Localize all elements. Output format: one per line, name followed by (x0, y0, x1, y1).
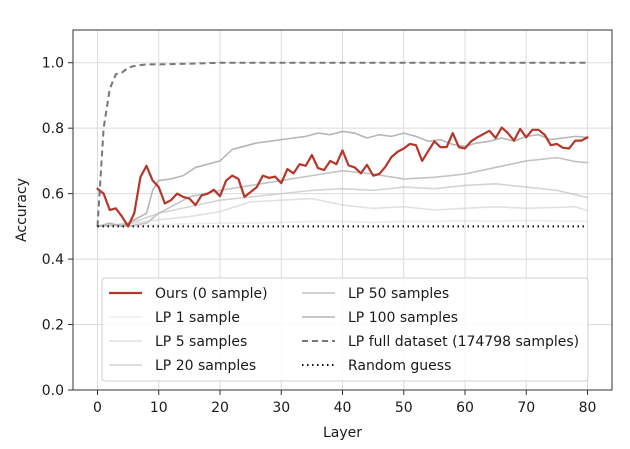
axis-ticks: 0 10 20 30 40 50 60 70 80 0.0 0.2 0.4 0.6 0.8 1.0 (42, 56, 597, 416)
series-line-lp-full-dataset-174798-samples (96, 61, 588, 227)
legend-box (101, 277, 589, 382)
x-axis-label: Layer (323, 425, 362, 441)
series-line-lp-5-samples (96, 197, 589, 228)
legend-label: LP 100 samples (348, 310, 458, 326)
y-tick-label: 0.8 (42, 121, 64, 137)
y-tick-label: 0.4 (42, 252, 64, 268)
legend-label: Random guess (348, 358, 451, 374)
x-tick-label: 70 (517, 400, 535, 416)
series-line-lp-20-samples (96, 183, 589, 228)
y-tick-label: 0.2 (42, 318, 64, 334)
series-line-lp-1-sample (96, 219, 589, 228)
series-line-lp-100-samples (96, 130, 589, 228)
x-tick-label: 20 (211, 400, 229, 416)
legend-label: LP 50 samples (348, 286, 449, 302)
x-tick-label: 0 (93, 400, 102, 416)
legend-label: LP 20 samples (155, 358, 256, 374)
y-tick-label: 1.0 (42, 56, 64, 72)
y-axis-label: Accuracy (14, 178, 30, 242)
x-tick-label: 40 (334, 400, 352, 416)
series-line-ours-0-sample (96, 126, 589, 228)
legend-label: Ours (0 sample) (155, 286, 268, 302)
x-tick-label: 50 (395, 400, 413, 416)
x-tick-label: 80 (579, 400, 597, 416)
legend: Ours (0 sample) LP 1 sample LP 5 samples LP… (101, 277, 589, 382)
series-line-lp-50-samples (96, 156, 589, 228)
x-tick-label: 60 (456, 400, 474, 416)
x-tick-label: 30 (272, 400, 290, 416)
x-tick-label: 10 (150, 400, 168, 416)
y-tick-label: 0.0 (42, 383, 64, 399)
legend-label: LP full dataset (174798 samples) (348, 334, 579, 350)
y-tick-label: 0.6 (42, 187, 64, 203)
plot-lines (96, 61, 589, 228)
legend-label: LP 5 samples (155, 334, 247, 350)
legend-label: LP 1 sample (155, 310, 240, 326)
